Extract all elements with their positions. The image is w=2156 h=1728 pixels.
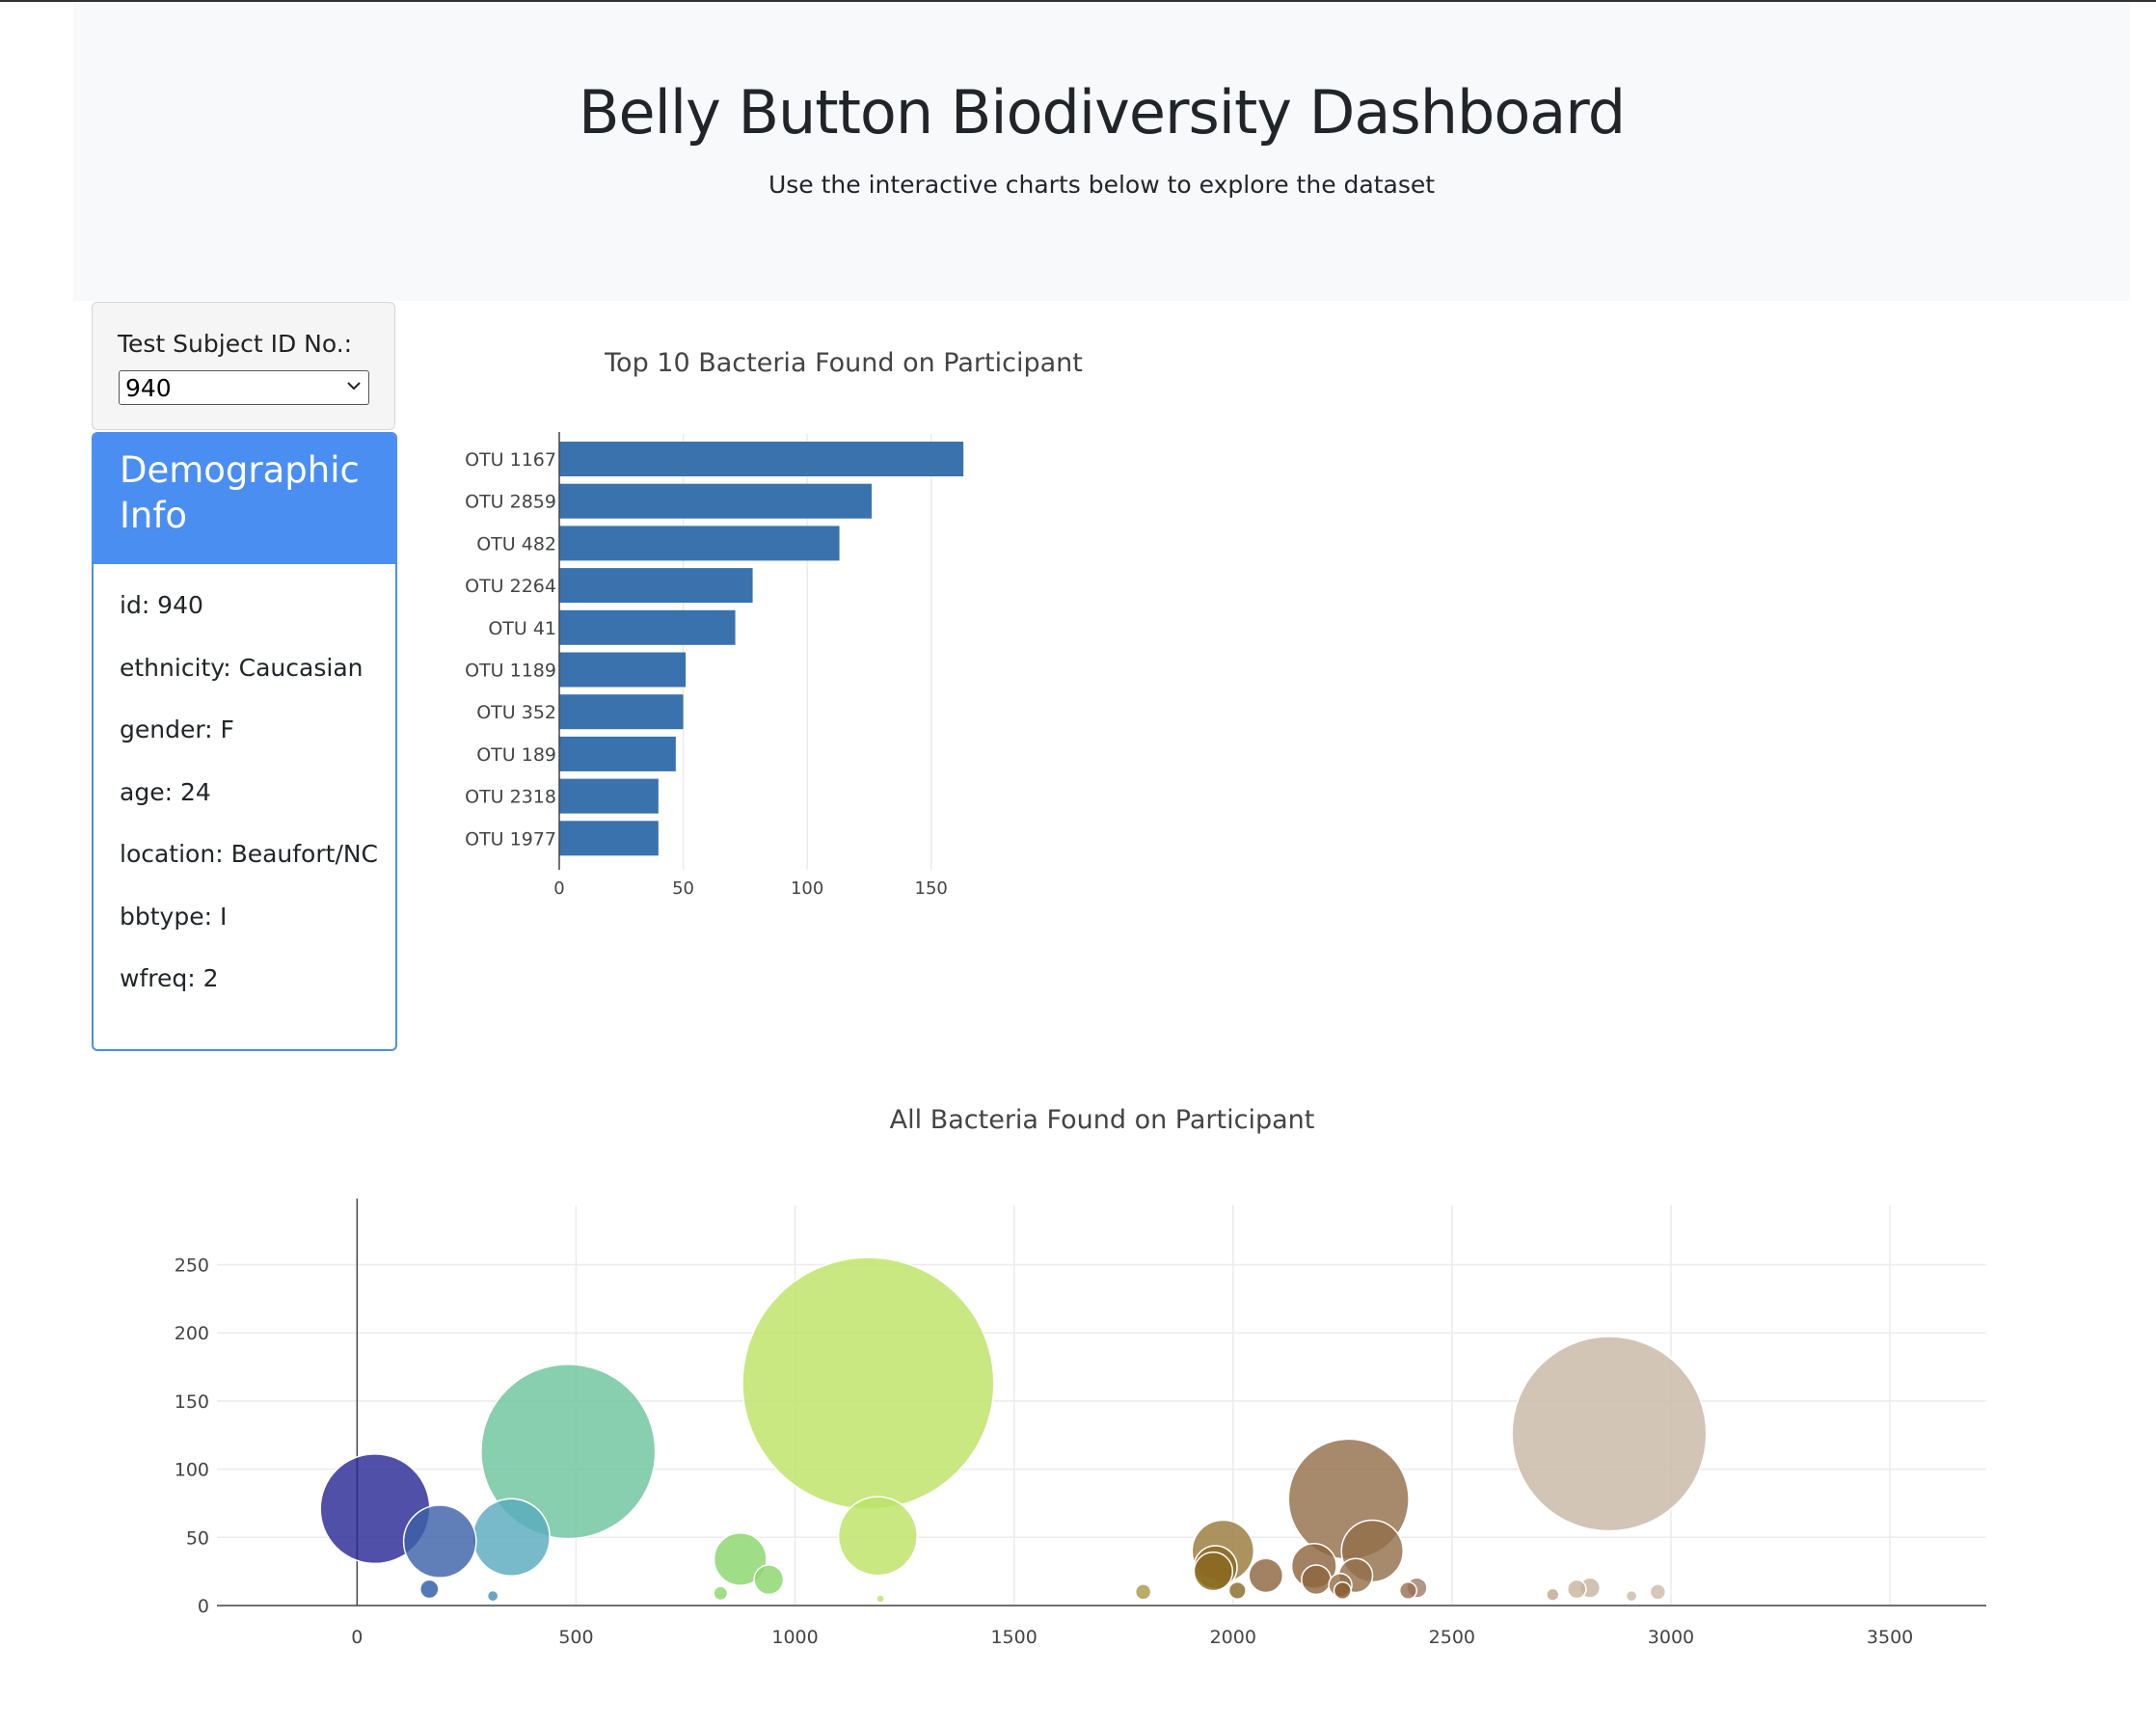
bar-category-label: OTU 482 <box>476 533 556 554</box>
bubble-x-tick-label: 1500 <box>990 1627 1037 1648</box>
demographic-row-id: id: 940 <box>120 591 203 619</box>
bubble-point <box>876 1594 885 1604</box>
bubble-y-tick-label: 200 <box>175 1323 209 1344</box>
bubble-point <box>1248 1557 1284 1594</box>
demographic-info-header: Demographic Info <box>94 434 395 564</box>
bubble-point <box>1398 1580 1417 1600</box>
bubble-point <box>1301 1564 1333 1596</box>
bar <box>559 694 684 730</box>
demographic-title-line2: Info <box>120 495 188 536</box>
bar-x-tick-label: 50 <box>672 878 694 899</box>
bubble-point <box>1511 1336 1708 1532</box>
bubble-chart-title: All Bacteria Found on Participant <box>890 1105 1315 1135</box>
bubble-point <box>753 1564 785 1596</box>
header-banner: Belly Button Biodiversity Dashboard Use … <box>73 2 2130 301</box>
subject-id-dropdown[interactable]: 940 <box>119 370 369 405</box>
bar <box>559 821 659 856</box>
bubble-point <box>1649 1583 1667 1601</box>
demographic-row-bbtype: bbtype: I <box>120 903 228 931</box>
bar <box>559 483 872 519</box>
bar-chart-title: Top 10 Bacteria Found on Participant <box>604 348 1083 378</box>
bubble-y-tick-label: 50 <box>186 1527 209 1549</box>
bar-category-label: OTU 1977 <box>465 828 556 850</box>
demographic-row-location: location: Beaufort/NC <box>120 840 379 868</box>
bar <box>559 736 676 771</box>
bubble-x-tick-label: 500 <box>558 1627 593 1648</box>
bubble-point <box>741 1256 995 1510</box>
page-subtitle: Use the interactive charts below to expl… <box>768 171 1436 199</box>
bubble-y-tick-label: 0 <box>198 1596 209 1617</box>
bubble-point <box>418 1579 440 1600</box>
bubble-point <box>837 1496 918 1577</box>
bar <box>559 526 840 561</box>
bar <box>559 778 659 814</box>
bubble-point <box>1193 1551 1234 1592</box>
demographic-row-wfreq: wfreq: 2 <box>120 964 219 992</box>
top10-bar-chart[interactable]: Top 10 Bacteria Found on Participant 0 50 1… <box>424 328 1215 926</box>
subject-id-selected-value: 940 <box>125 374 172 402</box>
bubble-y-tick-label: 250 <box>175 1256 209 1277</box>
page-title: Belly Button Biodiversity Dashboard <box>578 77 1626 148</box>
bubble-y-tick-label: 100 <box>175 1460 209 1481</box>
bar-x-tick-label: 0 <box>553 878 564 899</box>
bar-category-label: OTU 41 <box>488 618 556 639</box>
bar-category-label: OTU 352 <box>476 702 556 723</box>
demographic-row-age: age: 24 <box>120 778 211 806</box>
bubble-point <box>402 1504 477 1579</box>
bubble-point <box>1134 1583 1152 1601</box>
bubble-point <box>713 1531 768 1586</box>
bubble-point <box>472 1498 551 1578</box>
bubble-x-tick-label: 2000 <box>1210 1627 1256 1648</box>
bar-category-label: OTU 2318 <box>465 787 556 808</box>
top-border <box>0 0 2156 2</box>
bubble-point <box>1333 1580 1352 1600</box>
bubble-point <box>1625 1589 1638 1603</box>
demographic-row-gender: gender: F <box>120 716 234 743</box>
bar <box>559 609 736 645</box>
bar <box>559 568 753 604</box>
bar-x-tick-label: 150 <box>915 878 948 899</box>
bubble-point <box>1566 1579 1587 1600</box>
bubble-x-tick-label: 3000 <box>1648 1627 1694 1648</box>
demographic-info-panel: Demographic Info id: 940 ethnicity: Cauc… <box>92 432 397 1051</box>
demographic-title-line1: Demographic <box>120 449 360 491</box>
bubble-point <box>713 1585 729 1602</box>
bar-category-label: OTU 1189 <box>465 661 556 682</box>
bar <box>559 652 687 688</box>
bubble-point <box>1227 1580 1247 1600</box>
bubble-x-tick-label: 2500 <box>1429 1627 1475 1648</box>
subject-selector-panel: Test Subject ID No.: 940 <box>92 302 395 430</box>
bubble-x-tick-label: 0 <box>351 1627 363 1648</box>
bubble-point <box>486 1589 499 1603</box>
chevron-down-icon <box>347 382 361 391</box>
subject-select-label: Test Subject ID No.: <box>118 330 353 358</box>
bar-category-label: OTU 2859 <box>465 492 556 513</box>
bubble-point <box>1546 1587 1560 1602</box>
bar-category-label: OTU 1167 <box>465 449 556 471</box>
bubble-y-tick-label: 150 <box>175 1391 209 1413</box>
bar <box>559 442 964 476</box>
bar-category-label: OTU 189 <box>476 744 556 766</box>
bubble-x-tick-label: 1000 <box>771 1627 818 1648</box>
bubble-x-tick-label: 3500 <box>1867 1627 1913 1648</box>
bar-x-tick-label: 100 <box>791 878 823 899</box>
demographic-row-ethnicity: ethnicity: Caucasian <box>120 654 364 682</box>
bar-category-label: OTU 2264 <box>465 576 556 597</box>
bubble-point <box>480 1364 657 1540</box>
